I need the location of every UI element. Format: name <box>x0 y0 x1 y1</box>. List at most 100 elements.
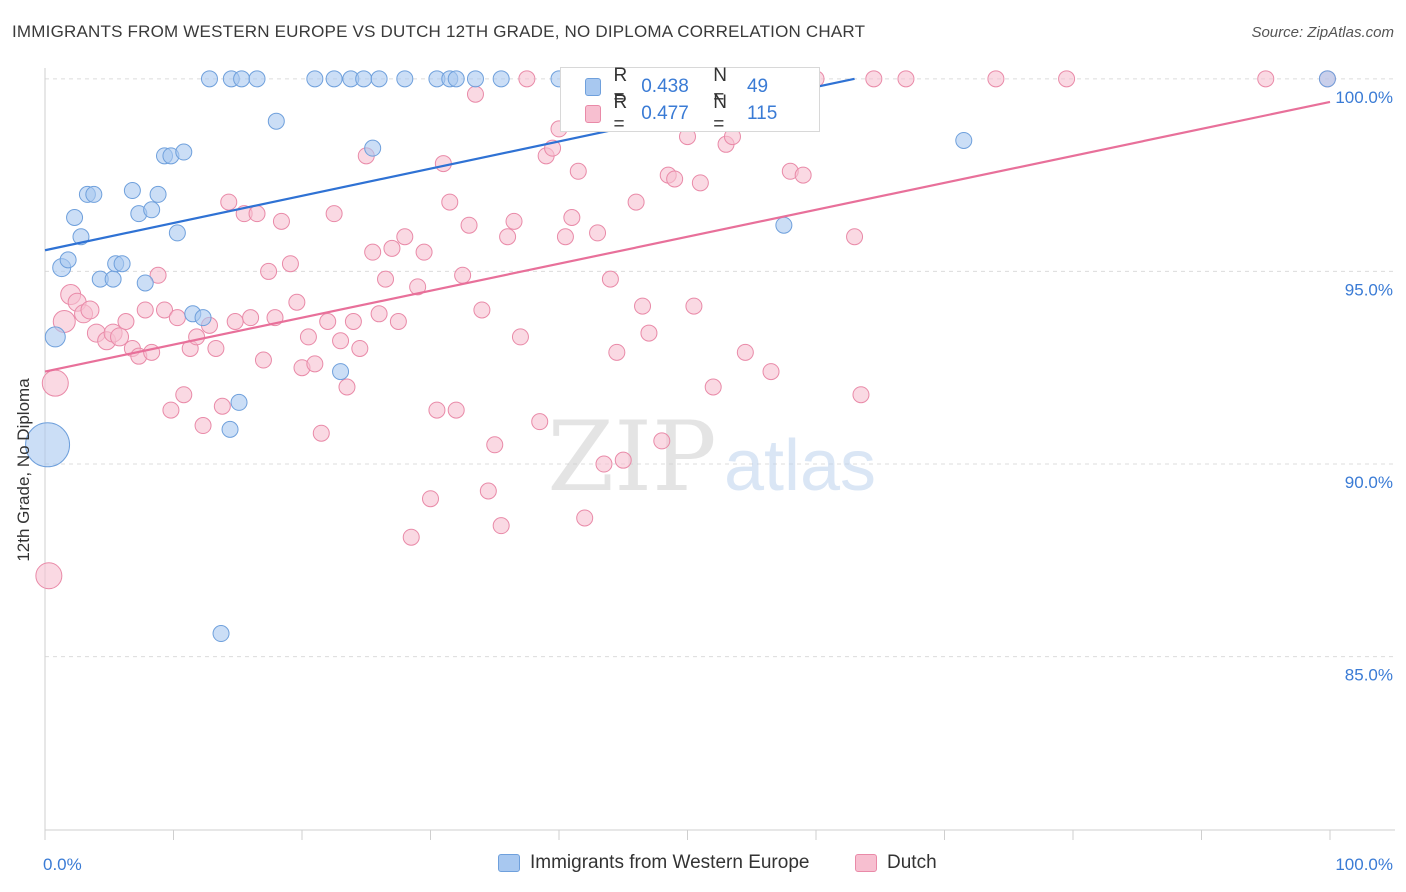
legend-n-value: 49 <box>746 76 769 97</box>
y-tick-label: 90.0% <box>1345 473 1393 492</box>
dutch-point <box>595 455 613 473</box>
dutch-point <box>332 332 350 350</box>
dutch-point <box>640 324 658 342</box>
western-europe-point <box>175 143 193 161</box>
dutch-point <box>260 262 278 280</box>
western-europe-point <box>123 182 141 200</box>
dutch-point <box>653 432 671 450</box>
y-tick-label: 95.0% <box>1345 280 1393 299</box>
dutch-point <box>110 327 130 347</box>
dutch-point <box>117 313 135 331</box>
dutch-point <box>242 309 260 327</box>
dutch-point <box>846 228 864 246</box>
dutch-point <box>511 328 529 346</box>
legend-item-dutch[interactable]: Dutch <box>855 852 937 874</box>
dutch-point <box>409 278 427 296</box>
western-europe-point <box>143 201 161 219</box>
dutch-point <box>434 155 452 173</box>
legend-r-label: R = <box>613 92 628 135</box>
dutch-point <box>156 301 174 319</box>
watermark: ZIP atlas <box>547 401 876 513</box>
dutch-point <box>312 424 330 442</box>
dutch-point <box>518 70 536 88</box>
western-europe-point <box>85 185 103 203</box>
dutch-point <box>168 309 186 327</box>
watermark-atlas: atlas <box>724 426 876 506</box>
dutch-point <box>80 300 100 320</box>
dutch-point <box>569 162 587 180</box>
dutch-point <box>213 397 231 415</box>
dutch-point <box>422 490 439 508</box>
dutch-point <box>389 313 407 331</box>
legend-r-value: 0.438 <box>641 76 689 97</box>
dutch-point <box>396 228 414 246</box>
western-europe-point <box>267 112 285 130</box>
dutch-point <box>608 343 626 361</box>
dutch-point <box>685 297 703 315</box>
chart-title: IMMIGRANTS FROM WESTERN EUROPE VS DUTCH … <box>12 22 866 41</box>
dutch-point <box>627 193 645 211</box>
dutch-point <box>194 417 212 435</box>
dutch-point <box>987 70 1005 88</box>
dutch-point <box>479 482 497 500</box>
dutch-point <box>576 509 594 527</box>
dutch-point <box>364 243 382 261</box>
dutch-point <box>1257 70 1275 88</box>
western-europe-point <box>230 393 248 411</box>
western-europe-point <box>200 70 218 88</box>
western-europe-point <box>955 131 973 149</box>
dutch-point <box>143 343 161 361</box>
dutch-point <box>589 224 607 242</box>
western-europe-point <box>136 274 154 292</box>
dutch-point <box>852 386 870 404</box>
dutch-point <box>601 270 619 288</box>
dutch-point <box>370 305 388 323</box>
y-tick-label: 100.0% <box>1335 88 1393 107</box>
western-europe-point <box>104 270 122 288</box>
dutch-point <box>41 369 69 397</box>
western-europe-point <box>113 255 131 273</box>
dutch-point <box>254 351 272 369</box>
dutch-point <box>299 328 317 346</box>
legend-swatch-western-europe <box>498 854 520 872</box>
dutch-point <box>325 205 343 223</box>
dutch-point <box>344 313 362 331</box>
dutch-point <box>383 239 401 257</box>
dutch-point <box>492 517 510 535</box>
western-europe-point <box>332 363 350 381</box>
dutch-point <box>188 328 206 346</box>
legend-r-value: 0.477 <box>641 103 689 124</box>
dutch-point <box>415 243 433 261</box>
y-tick-label: 85.0% <box>1345 666 1393 685</box>
dutch-point <box>402 528 420 546</box>
dutch-point <box>175 386 193 404</box>
legend-swatch-pink <box>585 105 602 123</box>
dutch-point <box>505 212 523 230</box>
western-europe-point <box>492 70 510 88</box>
dutch-point <box>428 401 446 419</box>
dutch-point <box>377 270 395 288</box>
dutch-point <box>35 562 63 590</box>
western-europe-point <box>364 139 382 157</box>
dutch-point <box>897 70 915 88</box>
western-europe-point <box>466 70 484 88</box>
dutch-point <box>207 339 225 357</box>
western-europe-point <box>325 70 343 88</box>
gridlines <box>45 78 1395 658</box>
dutch-point <box>1058 70 1076 88</box>
axes <box>44 68 1395 840</box>
dutch-trendline <box>44 100 1331 373</box>
dutch-point <box>338 378 356 396</box>
legend-item-western-europe[interactable]: Immigrants from Western Europe <box>498 852 809 874</box>
dutch-point <box>556 228 574 246</box>
dutch-point <box>531 413 549 431</box>
western-europe-point <box>194 309 212 327</box>
western-europe-point <box>248 70 266 88</box>
dutch-point <box>704 378 722 396</box>
series-legend: Immigrants from Western Europe Dutch <box>0 852 1406 878</box>
y-axis-label: 12th Grade, No Diploma <box>14 378 33 562</box>
dutch-point <box>226 313 244 331</box>
western-europe-point <box>396 70 414 88</box>
western-europe-point <box>355 70 373 88</box>
dutch-point <box>460 216 478 234</box>
